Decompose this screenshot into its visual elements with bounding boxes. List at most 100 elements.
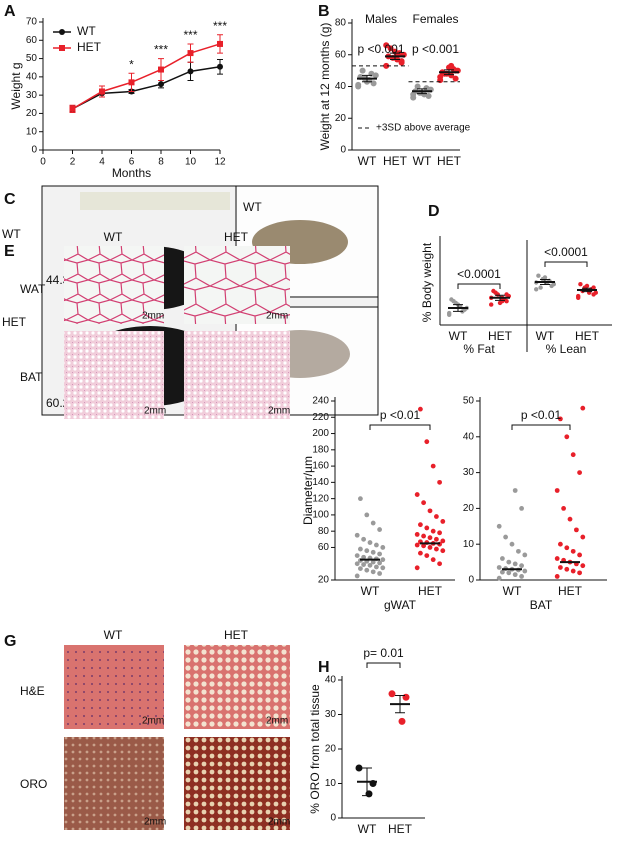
point (561, 506, 566, 511)
point (418, 406, 423, 412)
point (577, 470, 582, 475)
image (184, 645, 290, 729)
x-tick-label: WT (413, 154, 432, 168)
legend-marker (59, 45, 65, 51)
y-tick-label: 20 (318, 575, 330, 586)
x-tick-label: 10 (185, 157, 197, 168)
marker (217, 40, 223, 47)
group-label: BAT (530, 598, 553, 612)
point (380, 545, 386, 550)
marker (187, 50, 194, 57)
point (519, 574, 524, 579)
point (500, 569, 505, 575)
point (421, 543, 426, 549)
point (398, 58, 405, 65)
x-tick-label: HET (437, 154, 462, 168)
point (554, 574, 560, 579)
error-bar (540, 278, 550, 286)
y-axis-label: Weight g (9, 62, 23, 109)
error-bar (453, 304, 463, 312)
point (542, 275, 548, 280)
point (496, 565, 502, 570)
error-bar (495, 294, 505, 301)
point (580, 563, 586, 569)
point (427, 508, 433, 514)
point (538, 285, 543, 290)
y-tick-label: 20 (335, 113, 347, 124)
point (584, 283, 590, 289)
error-bar (362, 74, 372, 83)
annotation: *** (213, 19, 227, 33)
group-label: Males (365, 12, 397, 26)
point (522, 552, 528, 558)
y-tick-label: 0 (330, 813, 336, 824)
point (354, 553, 360, 558)
point (387, 45, 394, 52)
x-axis-label: Months (112, 166, 151, 180)
point (364, 512, 370, 518)
y-tick-label: 20 (26, 108, 38, 119)
point (383, 62, 390, 69)
panel-label: B (318, 3, 330, 20)
x-tick-label: HET (488, 329, 513, 343)
point (424, 439, 430, 445)
marker (217, 63, 223, 70)
point (440, 519, 446, 524)
point (370, 520, 376, 526)
point (424, 525, 430, 531)
point (354, 532, 360, 538)
point (577, 552, 582, 558)
point (551, 282, 556, 287)
y-tick-label: 30 (463, 467, 475, 478)
point (427, 545, 433, 550)
y-tick-label: 30 (26, 90, 38, 101)
panel-label: H (318, 659, 330, 676)
point (512, 561, 518, 567)
y-tick-label: 240 (312, 396, 329, 407)
y-tick-label: 60 (26, 35, 38, 46)
x-tick-label: HET (383, 154, 408, 168)
point (358, 566, 363, 572)
y-tick-label: 40 (463, 431, 475, 442)
image (64, 645, 164, 729)
error-bar (444, 69, 454, 76)
point (496, 575, 502, 581)
p-value: p= 0.01 (363, 646, 404, 660)
column-label: WT (104, 628, 123, 642)
point (558, 541, 563, 547)
error-bar (395, 695, 405, 714)
x-tick-label: WT (361, 584, 380, 598)
point (567, 516, 573, 522)
point (570, 452, 576, 458)
p-value: p <0.001 (412, 42, 459, 56)
scale-label: 2mm (266, 716, 288, 727)
image (64, 331, 164, 419)
point (587, 290, 592, 295)
point (414, 492, 420, 497)
point (380, 565, 386, 571)
p-value: p <0.01 (380, 408, 421, 422)
y-tick-label: 60 (318, 542, 330, 553)
point (570, 568, 576, 574)
y-tick-label: 0 (31, 145, 37, 156)
group-label: % Lean (546, 342, 587, 356)
row-label: H&E (20, 684, 45, 698)
ruler (80, 192, 230, 210)
y-tick-label: 0 (340, 145, 346, 156)
y-tick-label: 50 (463, 396, 475, 407)
point (440, 548, 446, 554)
point (434, 536, 439, 542)
group-label: gWAT (384, 598, 417, 612)
point (367, 540, 373, 545)
row-label: BAT (20, 370, 43, 384)
y-tick-label: 80 (318, 526, 330, 537)
image (184, 246, 290, 324)
point (427, 535, 433, 541)
point (388, 690, 396, 698)
point (377, 551, 382, 557)
panel-label: E (4, 243, 15, 260)
y-tick-label: 200 (312, 428, 329, 439)
column-label: HET (224, 628, 249, 642)
point (355, 81, 362, 88)
